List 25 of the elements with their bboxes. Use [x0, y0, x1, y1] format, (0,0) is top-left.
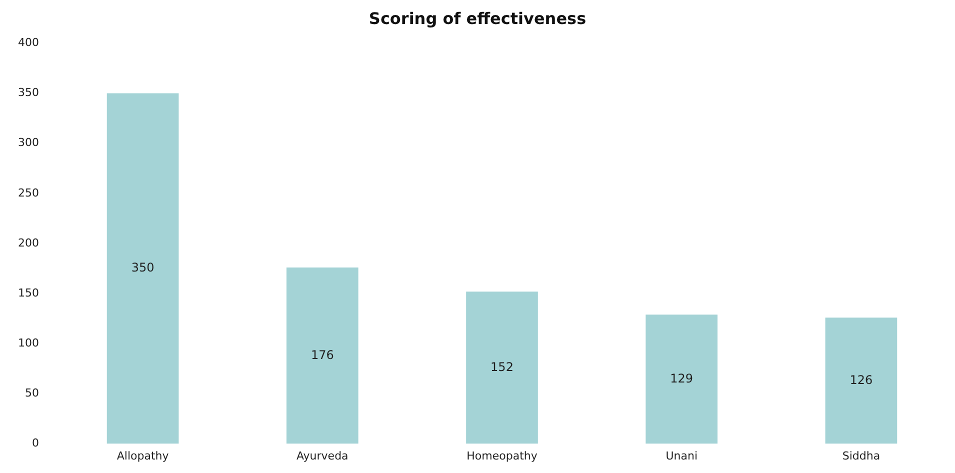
x-tick-label: Allopathy	[116, 449, 170, 462]
y-tick-label: 0	[32, 436, 39, 450]
y-tick-label: 200	[18, 236, 39, 250]
x-tick-label: Unani	[666, 449, 698, 462]
bar	[466, 292, 538, 444]
y-tick-label: 100	[18, 336, 39, 350]
y-tick-label: 400	[18, 36, 39, 50]
data-label: 350	[131, 260, 154, 275]
x-tick-label: Ayurveda	[296, 449, 348, 462]
data-label: 152	[490, 360, 514, 374]
y-tick-label: 250	[18, 186, 39, 200]
y-tick-label: 300	[18, 136, 39, 150]
x-tick-label: Homeopathy	[466, 449, 538, 462]
x-tick-label: Siddha	[842, 449, 880, 462]
y-tick-label: 150	[18, 286, 39, 300]
bar	[286, 268, 358, 444]
data-label: 129	[670, 371, 694, 386]
bar	[825, 318, 898, 444]
chart-title: Scoring of effectiveness	[368, 8, 586, 28]
y-tick-label: 350	[18, 86, 39, 100]
y-tick-label: 50	[24, 386, 39, 400]
bar	[646, 314, 718, 444]
data-label: 176	[310, 348, 334, 362]
data-label: 126	[850, 372, 873, 387]
bar	[106, 93, 179, 444]
